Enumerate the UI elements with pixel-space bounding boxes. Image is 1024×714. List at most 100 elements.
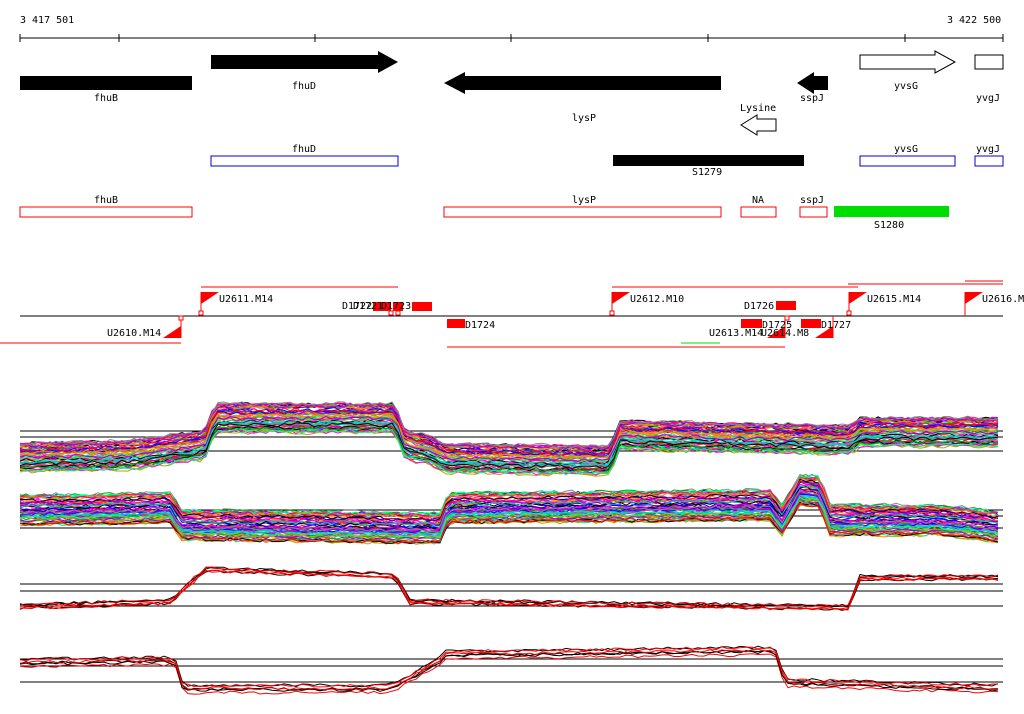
upstream-marker-U2612[interactable]: U2612.M10: [611, 292, 684, 316]
segment-track: S1279 S1280: [613, 155, 949, 231]
red-box-fhuB[interactable]: [19, 206, 193, 218]
expression-series: [19, 569, 999, 610]
marker-track: U2611.M14 U2612.M10 U2615.M14 U2616.M U2…: [0, 280, 1024, 348]
gene-label-fhuB: fhuB: [94, 93, 118, 104]
red-box-lysP[interactable]: [443, 206, 722, 218]
blue-box-fhuD[interactable]: [210, 155, 399, 167]
expression-series: [19, 483, 999, 525]
expression-series: [19, 501, 999, 543]
expression-series: [19, 494, 999, 537]
gene-yvsG[interactable]: [859, 50, 957, 74]
gene-sspJ[interactable]: [797, 72, 828, 94]
marker-label: U2611.M14: [219, 294, 273, 305]
red-label-lysP: lysP: [572, 195, 596, 206]
expression-series: [19, 421, 999, 468]
gene-label-Lysine: Lysine: [740, 103, 776, 114]
marker-label: U2615.M14: [867, 294, 921, 305]
red-box-sspJ[interactable]: [799, 206, 828, 218]
expression-series: [19, 496, 999, 539]
expression-series: [19, 407, 999, 454]
blue-box-yvgJ[interactable]: [974, 155, 1004, 167]
marker-label: U2614.M8: [761, 328, 809, 339]
expression-series: [19, 489, 999, 533]
segment-label-S1280: S1280: [874, 220, 904, 231]
expression-series: [20, 412, 999, 459]
d-marker-D1721[interactable]: D1721: [353, 301, 403, 312]
blue-label-yvsG: yvsG: [894, 144, 918, 155]
expression-series: [19, 650, 999, 692]
expression-panel-1: [19, 401, 1003, 477]
segment-label-S1279: S1279: [692, 167, 722, 178]
marker-tick: [178, 315, 184, 321]
marker-label: U2612.M10: [630, 294, 684, 305]
expression-series: [19, 422, 999, 470]
blue-label-yvgJ: yvgJ: [976, 144, 1000, 155]
gene-fhuB[interactable]: [20, 76, 192, 90]
d-marker-label: D1724: [465, 320, 495, 331]
d-marker-D1727[interactable]: D1727: [801, 319, 851, 331]
upstream-marker-U2615[interactable]: U2615.M14: [848, 292, 921, 316]
marker-tick: [609, 310, 615, 316]
axis-start-label: 3 417 501: [20, 15, 74, 26]
gene-label-lysP: lysP: [572, 113, 596, 124]
expression-series: [19, 566, 999, 608]
red-label-sspJ: sspJ: [800, 195, 824, 206]
gene-label-yvgJ: yvgJ: [976, 93, 1000, 104]
d-marker-label: D1725: [762, 320, 792, 331]
d-marker-label: D1726: [744, 301, 774, 312]
segment-S1279[interactable]: [613, 155, 804, 166]
marker-tick: [784, 315, 790, 321]
upstream-marker-U2616[interactable]: U2616.M: [964, 292, 1024, 316]
gene-label-sspJ: sspJ: [800, 93, 824, 104]
d-marker-D1726[interactable]: D1726: [744, 301, 796, 312]
expression-series: [19, 488, 999, 532]
marker-label: U2610.M14: [107, 328, 161, 339]
gene-fhuD[interactable]: [211, 51, 398, 73]
red-box-NA[interactable]: [740, 206, 777, 218]
expression-series: [19, 653, 999, 695]
blue-label-fhuD: fhuD: [292, 144, 316, 155]
upstream-marker-U2614[interactable]: U2614.M8: [761, 316, 834, 339]
d-marker-label: D1723: [381, 301, 411, 312]
marker-label: U2616.M: [982, 294, 1024, 305]
axis-end-label: 3 422 500: [947, 15, 1001, 26]
coordinate-axis: 3 417 501 3 422 500: [19, 15, 1004, 42]
gene-track: fhuB fhuD lysP sspJ yvsG yvgJ Lysine: [20, 50, 1004, 136]
expression-series: [19, 402, 999, 449]
gene-Lysine[interactable]: [740, 114, 777, 136]
expression-series: [19, 569, 999, 611]
red-label-NA: NA: [752, 195, 764, 206]
gene-yvgJ[interactable]: [974, 54, 1004, 70]
expression-series: [19, 478, 999, 522]
expression-series: [19, 477, 999, 519]
gene-lysP[interactable]: [444, 72, 721, 94]
d-marker-D1724[interactable]: D1724: [447, 319, 495, 331]
expression-series: [19, 503, 999, 544]
expression-series: [19, 412, 999, 460]
d-marker-D1722[interactable]: D1722: [342, 301, 391, 312]
d-marker-label: D1722: [342, 301, 372, 312]
axis-ticks: [19, 34, 1004, 42]
expression-panel-4: [19, 645, 1003, 695]
expression-series: [19, 429, 999, 476]
expression-series: [19, 401, 999, 448]
expression-panel-3: [19, 566, 1003, 611]
d-marker-label: D1727: [821, 320, 851, 331]
gene-label-yvsG: yvsG: [894, 81, 918, 92]
marker-label: U2613.M14: [709, 328, 763, 339]
expression-series: [19, 646, 999, 688]
gene-label-fhuD: fhuD: [292, 81, 316, 92]
upstream-marker-U2611[interactable]: U2611.M14: [200, 292, 273, 316]
expression-series: [19, 485, 999, 527]
segment-S1280[interactable]: [834, 206, 949, 217]
expression-panel-2: [19, 473, 1003, 545]
blue-box-yvsG[interactable]: [859, 155, 956, 167]
d-marker-D1723[interactable]: D1723: [381, 301, 432, 312]
upstream-marker-U2610[interactable]: U2610.M14: [107, 316, 182, 339]
marker-tick: [846, 310, 852, 316]
red-label-fhuB: fhuB: [94, 195, 118, 206]
marker-tick: [198, 310, 204, 316]
d-marker-D1725[interactable]: D1725: [741, 319, 792, 331]
red-track: fhuB lysP NA sspJ: [19, 195, 828, 218]
